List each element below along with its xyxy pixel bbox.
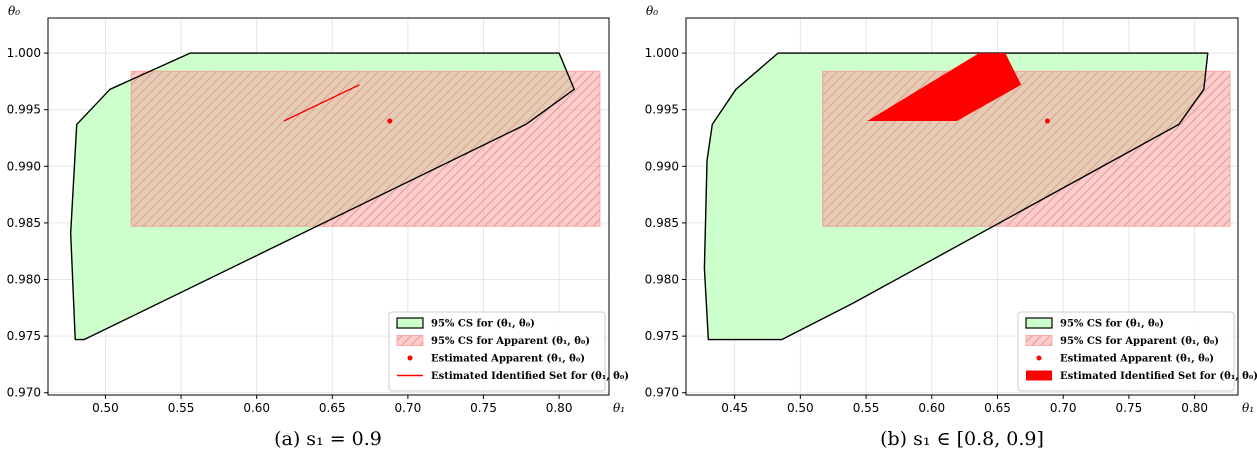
y-tick-label: 0.985 xyxy=(7,216,41,230)
x-tick-label: 0.50 xyxy=(787,401,814,415)
x-tick-label: 0.65 xyxy=(319,401,346,415)
panel-caption: (a) s₁ = 0.9 xyxy=(274,428,382,450)
estimated-apparent-point xyxy=(387,118,393,124)
y-tick-label: 0.990 xyxy=(645,159,679,173)
x-tick-label: 0.70 xyxy=(395,401,422,415)
apparent-cs-hatch xyxy=(131,71,600,227)
y-tick-label: 0.985 xyxy=(645,216,679,230)
legend-swatch-point xyxy=(407,355,413,361)
x-tick-label: 0.50 xyxy=(92,401,119,415)
plot-area xyxy=(703,52,1231,341)
apparent-cs-hatch xyxy=(822,71,1231,227)
legend: 95% CS for (θ₁, θ₀) 95% CS for Apparent (… xyxy=(1017,311,1257,392)
x-tick-label: 0.55 xyxy=(168,401,195,415)
plot-area xyxy=(69,52,601,341)
y-tick-label: 0.970 xyxy=(645,386,679,400)
legend-box xyxy=(388,311,606,392)
y-tick-label: 1.000 xyxy=(645,46,679,60)
y-tick-label: 0.995 xyxy=(7,103,41,117)
legend-label: Estimated Identified Set for (θ₁, θ₀) xyxy=(431,371,629,382)
x-tick-label: 0.45 xyxy=(721,401,748,415)
legend-label: 95% CS for (θ₁, θ₀) xyxy=(1060,319,1164,330)
legend-label: Estimated Identified Set for (θ₁, θ₀) xyxy=(1060,371,1257,382)
legend-label: Estimated Apparent (θ₁, θ₀) xyxy=(1060,354,1214,365)
y-tick-label: 0.970 xyxy=(7,386,41,400)
legend-swatch-cs xyxy=(1025,317,1053,329)
x-tick-label: 0.80 xyxy=(1181,401,1208,415)
identified-set-line xyxy=(283,84,360,122)
legend-swatch-cs xyxy=(396,317,424,329)
chart-panel-a: 0.50 0.55 0.60 0.65 0.70 0.75 0.80 0.970 0.975 0.… xyxy=(7,4,629,450)
x-tick-label: 0.80 xyxy=(546,401,573,415)
axes-frame xyxy=(47,17,610,396)
legend-box xyxy=(1017,311,1235,392)
y-tick-label: 0.975 xyxy=(7,329,41,343)
cs-boundary xyxy=(69,52,575,341)
x-tick-label: 0.60 xyxy=(918,401,945,415)
legend-swatch-point xyxy=(1036,355,1042,361)
axes-frame xyxy=(685,17,1239,396)
chart-panel-b: 0.45 0.50 0.55 0.60 0.65 0.70 0.75 0.80 0.970 0.9… xyxy=(645,4,1257,450)
x-tick-label: 0.60 xyxy=(243,401,270,415)
legend-swatch-hatch xyxy=(397,335,423,346)
x-axis-label: θ₁ xyxy=(613,401,625,415)
legend-swatch-set xyxy=(1026,370,1052,381)
x-tick-label: 0.75 xyxy=(1116,401,1143,415)
x-tick-label: 0.75 xyxy=(470,401,497,415)
legend-label: 95% CS for Apparent (θ₁, θ₀) xyxy=(431,336,590,347)
legend-swatch-hatch xyxy=(1026,335,1052,346)
y-axis-label: θ₀ xyxy=(8,4,20,18)
y-tick-label: 0.980 xyxy=(7,273,41,287)
estimated-apparent-point xyxy=(1044,118,1050,124)
y-tick-label: 0.995 xyxy=(645,103,679,117)
identified-set-region xyxy=(867,53,1022,122)
legend-label: Estimated Apparent (θ₁, θ₀) xyxy=(431,354,585,365)
legend-label: 95% CS for Apparent (θ₁, θ₀) xyxy=(1060,336,1219,347)
legend-label: 95% CS for (θ₁, θ₀) xyxy=(431,319,535,330)
y-tick-label: 0.980 xyxy=(645,273,679,287)
x-axis-label: θ₁ xyxy=(1242,401,1254,415)
y-axis-label: θ₀ xyxy=(646,4,658,18)
y-tick-label: 0.975 xyxy=(645,329,679,343)
x-tick-label: 0.65 xyxy=(984,401,1011,415)
x-tick-label: 0.55 xyxy=(853,401,880,415)
legend: 95% CS for (θ₁, θ₀) 95% CS for Apparent (… xyxy=(388,311,629,392)
y-tick-label: 1.000 xyxy=(7,46,41,60)
panel-caption: (b) s₁ ∈ [0.8, 0.9] xyxy=(880,428,1044,450)
y-tick-label: 0.990 xyxy=(7,159,41,173)
x-tick-label: 0.70 xyxy=(1050,401,1077,415)
